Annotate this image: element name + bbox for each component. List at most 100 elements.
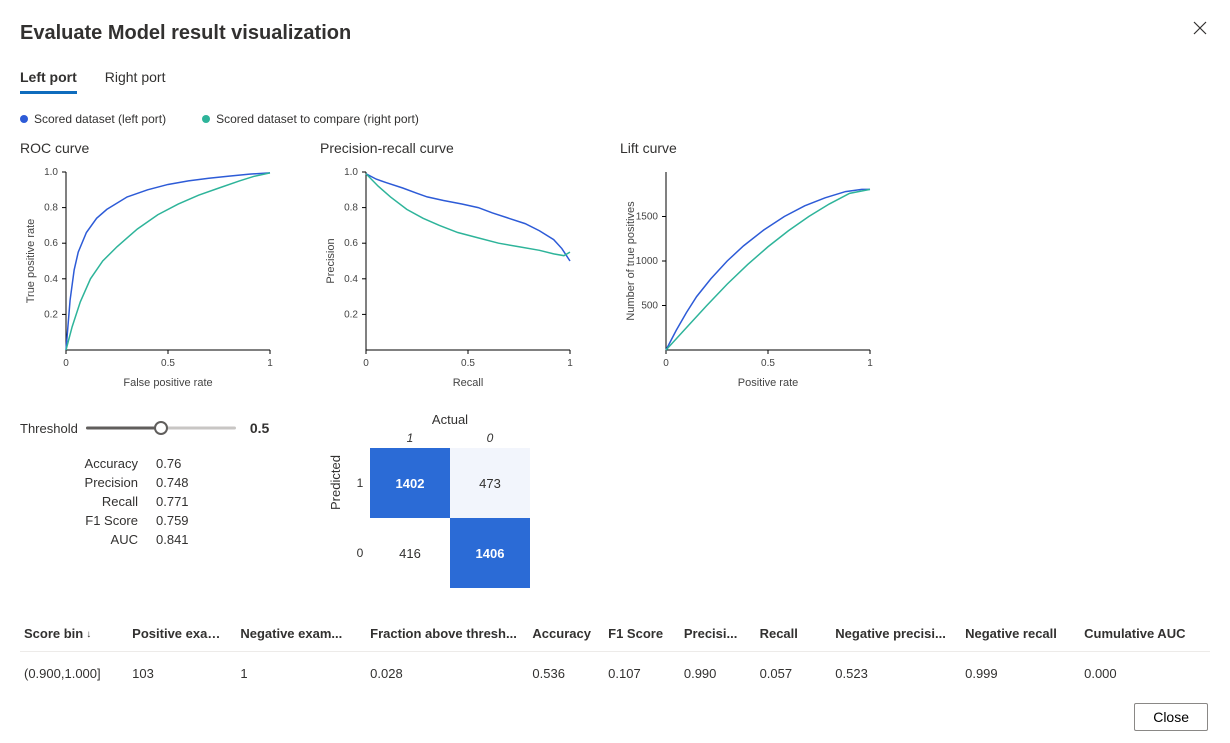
svg-text:1: 1 (267, 358, 273, 369)
metric-value: 0.748 (156, 475, 200, 490)
cm-cell: 473 (450, 448, 530, 518)
svg-text:0.4: 0.4 (44, 274, 58, 285)
tabs: Left port Right port (20, 69, 1210, 94)
cm-cell: 1402 (370, 448, 450, 518)
svg-text:0: 0 (363, 358, 369, 369)
chart-pr: Precision-recall curve0.20.40.60.81.000.… (320, 140, 580, 394)
metric-row: Accuracy0.76 (20, 454, 200, 473)
svg-text:0.2: 0.2 (344, 309, 358, 320)
svg-text:Number of true positives: Number of true positives (625, 201, 637, 321)
svg-text:1000: 1000 (636, 256, 659, 267)
threshold-value: 0.5 (250, 420, 269, 436)
svg-text:0.5: 0.5 (461, 358, 475, 369)
table-cell: 0.028 (366, 652, 528, 696)
svg-text:0.5: 0.5 (161, 358, 175, 369)
svg-text:0.6: 0.6 (44, 238, 58, 249)
svg-text:0.4: 0.4 (344, 274, 358, 285)
table-cell: 0.000 (1080, 652, 1210, 696)
svg-text:0.5: 0.5 (761, 358, 775, 369)
table-header[interactable]: Accuracy (528, 618, 604, 652)
metric-row: F1 Score 0.759 (20, 511, 200, 530)
metric-value: 0.759 (156, 513, 200, 528)
svg-text:1500: 1500 (636, 212, 659, 223)
cm-col-header: 1 (407, 431, 414, 445)
cm-row-header: 0 (357, 546, 364, 560)
table-cell: 0.107 (604, 652, 680, 696)
chart-title: Lift curve (620, 140, 880, 156)
table-row[interactable]: (0.900,1.000]10310.0280.5360.1070.9900.0… (20, 652, 1210, 696)
cm-col-header: 0 (487, 431, 494, 445)
svg-text:False positive rate: False positive rate (123, 377, 212, 389)
svg-text:1: 1 (567, 358, 573, 369)
metric-row: AUC 0.841 (20, 530, 200, 549)
metric-label: Recall (20, 494, 138, 509)
svg-text:1.0: 1.0 (344, 167, 358, 178)
legend-label: Scored dataset to compare (right port) (216, 112, 419, 126)
table-cell: 0.990 (680, 652, 756, 696)
table-header[interactable]: F1 Score (604, 618, 680, 652)
score-table-head-row: Score bin↓Positive exam...Negative exam.… (20, 618, 1210, 652)
metric-label: Precision (20, 475, 138, 490)
close-button[interactable]: Close (1134, 703, 1208, 731)
confusion-matrix: Actual Predicted 101140247304161406 (320, 420, 580, 588)
metric-label: Accuracy (20, 456, 138, 471)
slider-fill (86, 427, 161, 430)
metric-label: AUC (20, 532, 138, 547)
table-cell: 1 (236, 652, 366, 696)
svg-text:0.2: 0.2 (44, 309, 58, 320)
svg-text:500: 500 (641, 301, 658, 312)
table-header[interactable]: Cumulative AUC (1080, 618, 1210, 652)
svg-text:0.8: 0.8 (344, 203, 358, 214)
metrics-list: Accuracy0.76 Precision 0.748 Recall 0.771 F1 … (20, 454, 200, 549)
svg-text:True positive rate: True positive rate (25, 219, 37, 304)
close-icon[interactable] (1192, 20, 1208, 36)
slider-thumb[interactable] (154, 421, 168, 435)
table-header[interactable]: Negative exam... (236, 618, 366, 652)
metric-value: 0.771 (156, 494, 200, 509)
legend-item: Scored dataset (left port) (20, 112, 166, 126)
cm-x-title: Actual (432, 412, 468, 427)
table-cell: 0.523 (831, 652, 961, 696)
table-cell: 0.999 (961, 652, 1080, 696)
chart-title: Precision-recall curve (320, 140, 580, 156)
metric-row: Recall 0.771 (20, 492, 200, 511)
svg-text:Recall: Recall (453, 377, 484, 389)
table-header[interactable]: Negative precisi... (831, 618, 961, 652)
svg-text:0: 0 (663, 358, 669, 369)
svg-text:0.8: 0.8 (44, 203, 58, 214)
chart-svg: 0.20.40.60.81.000.51False positive rateT… (20, 164, 280, 394)
svg-text:Positive rate: Positive rate (738, 377, 799, 389)
cm-y-title: Predicted (328, 455, 343, 510)
sort-arrow-icon: ↓ (86, 629, 91, 640)
score-table: Score bin↓Positive exam...Negative exam.… (20, 618, 1210, 695)
chart-lift: Lift curve 500 1000 1500 0 0.5 1 Positive rate N… (620, 140, 880, 394)
table-cell: (0.900,1.000] (20, 652, 128, 696)
table-header[interactable]: Fraction above thresh... (366, 618, 528, 652)
table-header[interactable]: Score bin↓ (20, 618, 128, 652)
chart-row: ROC curve 0.2 0.4 0.6 0.8 1.0 0 0.5 1 False posit… (20, 140, 1210, 394)
page-title: Evaluate Model result visualization (20, 22, 1210, 45)
cm-cell: 416 (370, 518, 450, 588)
metric-row: Precision 0.748 (20, 473, 200, 492)
svg-text:1: 1 (867, 358, 873, 369)
metric-label: F1 Score (20, 513, 138, 528)
table-header[interactable]: Precisi... (680, 618, 756, 652)
threshold-label: Threshold (20, 421, 78, 436)
metric-value: 0.841 (156, 532, 200, 547)
svg-text:Precision: Precision (325, 238, 337, 283)
svg-text:1.0: 1.0 (44, 167, 58, 178)
tab-right-port[interactable]: Right port (105, 69, 166, 94)
cm-grid: 101140247304161406 (350, 428, 580, 588)
tab-left-port[interactable]: Left port (20, 69, 77, 94)
table-header[interactable]: Positive exam... (128, 618, 236, 652)
chart-title: ROC curve (20, 140, 280, 156)
chart-svg: 0.20.40.60.81.000.51RecallPrecision (320, 164, 580, 394)
table-header[interactable]: Recall (756, 618, 832, 652)
legend-dot (202, 115, 210, 123)
cm-cell: 1406 (450, 518, 530, 588)
table-cell: 103 (128, 652, 236, 696)
threshold-slider[interactable] (86, 420, 236, 436)
legend: Scored dataset (left port) Scored dataset… (20, 112, 1210, 126)
table-cell: 0.057 (756, 652, 832, 696)
table-header[interactable]: Negative recall (961, 618, 1080, 652)
